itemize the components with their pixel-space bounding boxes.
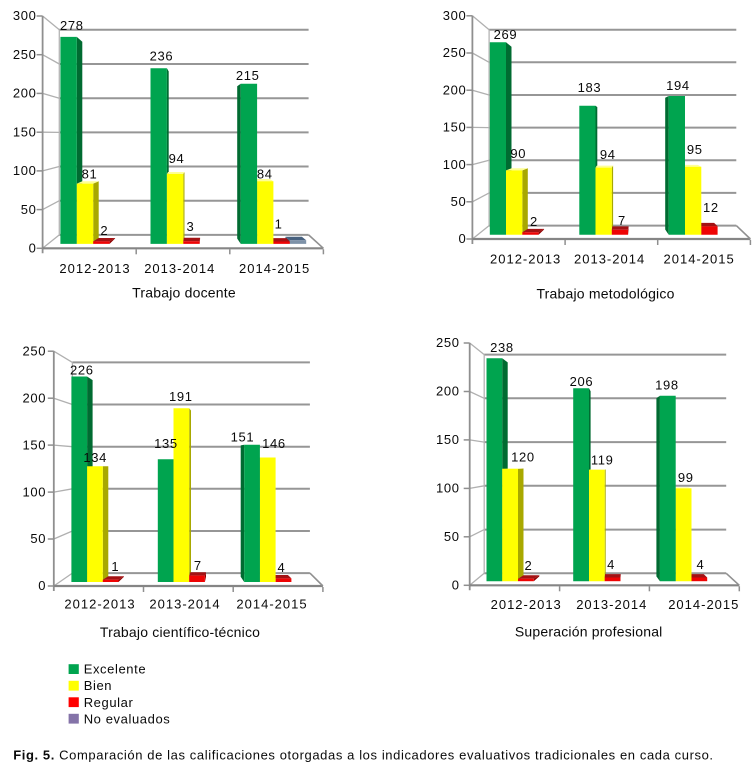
svg-text:4: 4 — [607, 557, 615, 572]
svg-text:200: 200 — [23, 390, 47, 405]
svg-text:226: 226 — [70, 363, 94, 378]
svg-text:191: 191 — [169, 389, 193, 404]
svg-text:120: 120 — [511, 449, 535, 464]
svg-text:50: 50 — [444, 529, 460, 544]
svg-text:100: 100 — [23, 484, 47, 499]
svg-text:119: 119 — [591, 453, 614, 468]
svg-text:2012-2013: 2012-2013 — [491, 597, 562, 612]
svg-text:151: 151 — [231, 430, 255, 445]
svg-text:Fig. 5. Comparación de las cal: Fig. 5. Comparación de las calificacione… — [13, 748, 713, 763]
svg-text:100: 100 — [436, 481, 460, 496]
svg-text:4: 4 — [697, 557, 705, 572]
svg-text:198: 198 — [655, 378, 679, 393]
svg-text:Trabajo metodológico: Trabajo metodológico — [536, 286, 674, 302]
svg-text:100: 100 — [443, 157, 467, 172]
svg-text:Trabajo docente: Trabajo docente — [132, 285, 236, 301]
svg-text:2013-2014: 2013-2014 — [144, 261, 215, 276]
svg-text:2014-2015: 2014-2015 — [668, 597, 739, 612]
svg-text:50: 50 — [451, 194, 467, 209]
svg-text:206: 206 — [570, 374, 594, 389]
svg-text:2014-2015: 2014-2015 — [239, 261, 310, 276]
svg-text:94: 94 — [169, 151, 185, 166]
svg-text:99: 99 — [678, 470, 694, 485]
svg-text:4: 4 — [277, 560, 285, 575]
svg-text:7: 7 — [618, 213, 626, 228]
svg-text:250: 250 — [23, 343, 47, 358]
svg-text:12: 12 — [703, 200, 719, 215]
svg-text:2014-2015: 2014-2015 — [664, 252, 735, 267]
svg-text:300: 300 — [13, 8, 37, 23]
svg-text:300: 300 — [443, 8, 467, 23]
svg-text:50: 50 — [30, 531, 46, 546]
svg-text:146: 146 — [262, 436, 286, 451]
svg-text:90: 90 — [510, 146, 526, 161]
svg-text:150: 150 — [13, 124, 37, 139]
svg-text:0: 0 — [29, 241, 37, 256]
svg-text:0: 0 — [459, 231, 467, 246]
svg-text:1: 1 — [275, 216, 283, 231]
svg-text:135: 135 — [154, 436, 178, 451]
svg-text:7: 7 — [194, 558, 202, 573]
svg-text:Trabajo científico-técnico: Trabajo científico-técnico — [100, 624, 260, 640]
svg-text:250: 250 — [436, 335, 460, 350]
svg-text:1: 1 — [111, 559, 119, 574]
svg-text:84: 84 — [257, 166, 273, 181]
svg-text:No evaluados: No evaluados — [84, 711, 171, 726]
svg-text:Bien: Bien — [84, 678, 112, 693]
svg-text:150: 150 — [23, 437, 47, 452]
svg-text:200: 200 — [13, 86, 37, 101]
svg-text:2014-2015: 2014-2015 — [236, 596, 307, 611]
svg-text:2: 2 — [530, 214, 538, 229]
svg-text:Excelente: Excelente — [84, 662, 147, 677]
svg-text:2012-2013: 2012-2013 — [64, 596, 135, 611]
svg-text:3: 3 — [186, 219, 194, 234]
svg-text:2: 2 — [100, 223, 108, 238]
svg-text:2012-2013: 2012-2013 — [59, 261, 130, 276]
svg-text:200: 200 — [443, 82, 467, 97]
svg-text:50: 50 — [21, 202, 37, 217]
svg-text:278: 278 — [60, 18, 84, 33]
svg-text:2: 2 — [525, 558, 533, 573]
svg-text:Superación profesional: Superación profesional — [515, 624, 663, 640]
svg-text:250: 250 — [13, 47, 37, 62]
svg-text:238: 238 — [490, 340, 514, 355]
svg-text:194: 194 — [666, 78, 690, 93]
svg-text:2013-2014: 2013-2014 — [576, 597, 647, 612]
svg-text:94: 94 — [600, 147, 616, 162]
svg-text:0: 0 — [38, 578, 46, 593]
svg-text:150: 150 — [443, 120, 467, 135]
svg-text:269: 269 — [494, 27, 518, 42]
svg-text:Regular: Regular — [84, 695, 134, 710]
svg-text:215: 215 — [236, 68, 260, 83]
svg-text:100: 100 — [13, 163, 37, 178]
svg-text:236: 236 — [150, 49, 174, 64]
svg-text:95: 95 — [687, 142, 703, 157]
svg-text:2013-2014: 2013-2014 — [149, 596, 220, 611]
svg-text:150: 150 — [436, 432, 460, 447]
svg-text:2013-2014: 2013-2014 — [574, 252, 645, 267]
svg-text:134: 134 — [83, 450, 107, 465]
svg-text:2012-2013: 2012-2013 — [490, 252, 561, 267]
svg-text:183: 183 — [578, 80, 602, 95]
svg-text:81: 81 — [82, 167, 98, 182]
svg-text:200: 200 — [436, 384, 460, 399]
svg-text:0: 0 — [452, 578, 460, 593]
svg-text:250: 250 — [443, 45, 467, 60]
